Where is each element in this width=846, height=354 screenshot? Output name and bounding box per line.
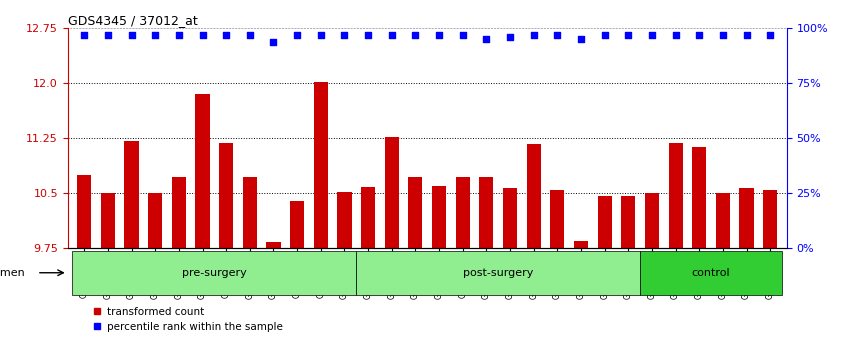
Bar bbox=[480, 177, 493, 354]
Point bbox=[480, 36, 493, 42]
Point bbox=[503, 34, 517, 40]
Point bbox=[622, 32, 635, 38]
Bar bbox=[266, 242, 281, 354]
Bar bbox=[243, 177, 257, 354]
Point bbox=[361, 32, 375, 38]
Point bbox=[409, 32, 422, 38]
Bar bbox=[574, 241, 588, 354]
Bar bbox=[77, 175, 91, 354]
Bar bbox=[172, 177, 186, 354]
Point bbox=[739, 32, 753, 38]
Bar bbox=[526, 144, 541, 354]
Bar bbox=[124, 141, 139, 354]
Point bbox=[385, 32, 398, 38]
Bar bbox=[409, 177, 422, 354]
Point bbox=[338, 32, 351, 38]
Point bbox=[219, 32, 233, 38]
Bar bbox=[361, 188, 375, 354]
Point bbox=[148, 32, 162, 38]
Bar bbox=[645, 193, 659, 354]
Point bbox=[124, 32, 138, 38]
Point bbox=[314, 32, 327, 38]
Bar bbox=[503, 188, 517, 354]
Bar bbox=[101, 193, 115, 354]
Point bbox=[432, 32, 446, 38]
Point bbox=[78, 32, 91, 38]
Point bbox=[598, 32, 612, 38]
Bar bbox=[432, 186, 446, 354]
Bar bbox=[668, 143, 683, 354]
Point bbox=[551, 32, 564, 38]
Point bbox=[172, 32, 185, 38]
Text: control: control bbox=[692, 268, 730, 278]
Bar bbox=[739, 188, 754, 354]
Point bbox=[527, 32, 541, 38]
Bar bbox=[290, 201, 305, 354]
Bar bbox=[385, 137, 398, 354]
Bar bbox=[763, 190, 777, 354]
Text: pre-surgery: pre-surgery bbox=[182, 268, 247, 278]
FancyBboxPatch shape bbox=[356, 251, 640, 295]
Legend: transformed count, percentile rank within the sample: transformed count, percentile rank withi… bbox=[87, 302, 287, 336]
Point bbox=[645, 32, 659, 38]
Point bbox=[693, 32, 706, 38]
Bar bbox=[716, 193, 730, 354]
Point bbox=[717, 32, 730, 38]
Point bbox=[195, 32, 209, 38]
Point bbox=[243, 32, 256, 38]
Point bbox=[102, 32, 115, 38]
Bar bbox=[692, 147, 706, 354]
Bar bbox=[338, 192, 352, 354]
Text: post-surgery: post-surgery bbox=[463, 268, 533, 278]
Bar bbox=[621, 195, 635, 354]
Point bbox=[456, 32, 470, 38]
Bar bbox=[195, 94, 210, 354]
Point bbox=[574, 36, 588, 42]
Text: GDS4345 / 37012_at: GDS4345 / 37012_at bbox=[68, 14, 197, 27]
Bar bbox=[550, 190, 564, 354]
Bar bbox=[597, 195, 612, 354]
Text: specimen: specimen bbox=[0, 268, 25, 278]
Bar bbox=[456, 177, 470, 354]
Bar bbox=[219, 143, 233, 354]
Point bbox=[669, 32, 683, 38]
FancyBboxPatch shape bbox=[640, 251, 782, 295]
Point bbox=[266, 39, 280, 44]
Bar bbox=[148, 193, 162, 354]
Point bbox=[290, 32, 304, 38]
Point bbox=[763, 32, 777, 38]
Bar bbox=[314, 82, 328, 354]
FancyBboxPatch shape bbox=[73, 251, 356, 295]
